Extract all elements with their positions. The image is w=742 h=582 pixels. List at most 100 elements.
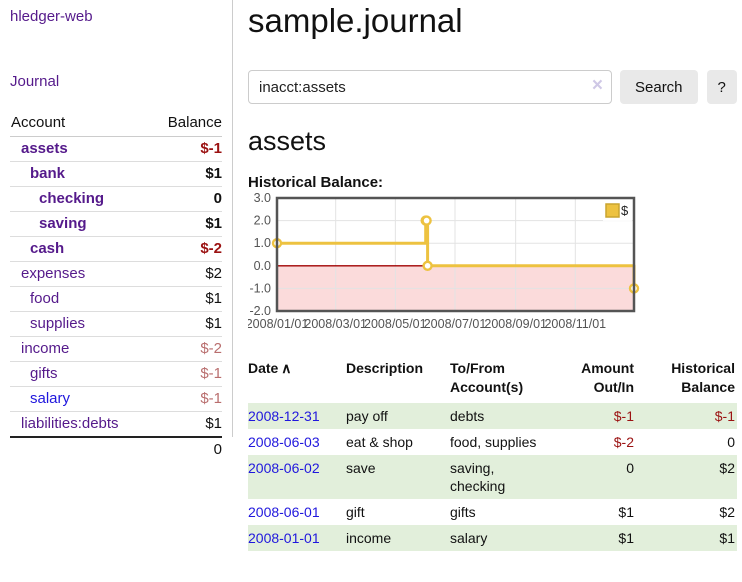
search-form: × Search ? xyxy=(248,70,742,104)
register-table: Date ∧ Description To/From Account(s) Amount… xyxy=(248,357,737,551)
account-link-bank[interactable]: bank xyxy=(30,165,66,182)
account-heading: assets xyxy=(248,126,327,156)
transaction-balance: $-1 xyxy=(714,408,735,424)
account-link-saving[interactable]: saving xyxy=(39,215,87,232)
accounts-header-balance: Balance xyxy=(150,110,222,137)
chart-title: Historical Balance: xyxy=(248,174,384,191)
transaction-balance: $1 xyxy=(719,530,735,546)
transaction-row[interactable]: 2008-06-02 save saving, checking 0 $2 xyxy=(248,455,737,499)
account-row: checking 0 xyxy=(10,186,222,212)
register-header-date[interactable]: Date ∧ xyxy=(248,360,292,376)
transaction-accounts: gifts xyxy=(450,504,476,520)
register-header-historical: Historical Balance xyxy=(671,360,735,395)
transaction-accounts: debts xyxy=(450,408,485,424)
transaction-description: pay off xyxy=(346,408,388,424)
account-row: salary $-1 xyxy=(10,386,222,412)
account-link-liabilities-debts[interactable]: liabilities:debts xyxy=(21,415,119,432)
transaction-amount: $1 xyxy=(618,504,634,520)
data-point-marker xyxy=(421,215,432,226)
legend-label: $ xyxy=(621,203,629,218)
account-row: assets $-1 xyxy=(10,136,222,162)
account-balance: $-2 xyxy=(150,336,222,362)
transaction-row[interactable]: 2008-06-03 eat & shop food, supplies $-2 0 xyxy=(248,429,737,455)
transaction-date-link[interactable]: 2008-06-03 xyxy=(248,434,320,450)
transaction-amount: 0 xyxy=(626,460,634,476)
account-link-checking[interactable]: checking xyxy=(39,190,105,207)
transaction-description: save xyxy=(346,460,376,476)
search-input[interactable] xyxy=(248,70,612,104)
sidebar: hledger-web Journal Account Balance asse… xyxy=(0,0,233,461)
transaction-balance: $2 xyxy=(719,504,735,520)
app-layout: hledger-web Journal Account Balance asse… xyxy=(0,0,742,551)
transaction-row[interactable]: 2008-01-01 income salary $1 $1 xyxy=(248,525,737,551)
sort-ascending-icon: ∧ xyxy=(278,360,291,376)
account-row: expenses $2 xyxy=(10,261,222,287)
y-axis-tick-label: -1.0 xyxy=(249,281,271,295)
account-balance: $2 xyxy=(150,261,222,287)
x-axis-tick-label: 2008/03/01 xyxy=(304,317,367,331)
main-content: sample.journal × Search ? assets Histori… xyxy=(233,0,742,551)
transaction-description: gift xyxy=(346,504,365,520)
account-row: saving $1 xyxy=(10,211,222,237)
search-box: × xyxy=(248,70,612,104)
transaction-row[interactable]: 2008-06-01 gift gifts $1 $2 xyxy=(248,499,737,525)
account-balance: $1 xyxy=(150,411,222,438)
transaction-description: eat & shop xyxy=(346,434,413,450)
sidebar-item-journal[interactable]: Journal xyxy=(10,73,60,90)
y-axis-tick-label: 3.0 xyxy=(254,192,271,205)
transaction-description: income xyxy=(346,530,392,546)
register-header-row: Date ∧ Description To/From Account(s) Amount… xyxy=(248,357,737,403)
account-balance: $-2 xyxy=(150,236,222,262)
register-header-description: Description xyxy=(346,360,424,376)
account-balance: $-1 xyxy=(150,136,222,162)
data-point-marker xyxy=(422,260,433,272)
transaction-amount: $-1 xyxy=(613,408,634,424)
y-axis-tick-label: 0.0 xyxy=(254,259,271,273)
clear-search-icon[interactable]: × xyxy=(591,75,603,96)
transaction-amount: $1 xyxy=(618,530,634,546)
transaction-accounts: food, supplies xyxy=(450,434,537,450)
x-axis-tick-label: 2008/07/01 xyxy=(424,317,487,331)
x-axis-tick-label: 2008/01/01 xyxy=(248,317,308,331)
legend-swatch xyxy=(605,203,620,218)
account-row: liabilities:debts $1 xyxy=(10,411,222,438)
transaction-date-link[interactable]: 2008-12-31 xyxy=(248,408,320,424)
y-axis-tick-label: 2.0 xyxy=(254,214,271,228)
y-axis-tick-label: 1.0 xyxy=(254,236,271,250)
accounts-header-row: Account Balance xyxy=(10,110,222,137)
transaction-accounts: salary xyxy=(450,530,488,546)
transaction-row[interactable]: 2008-12-31 pay off debts $-1 $-1 xyxy=(248,403,737,429)
page-title: sample.journal xyxy=(248,2,463,39)
account-link-supplies[interactable]: supplies xyxy=(30,315,86,332)
search-button[interactable]: Search xyxy=(620,70,698,104)
transaction-balance: 0 xyxy=(727,434,735,450)
account-link-cash[interactable]: cash xyxy=(30,240,65,257)
accounts-total-balance: 0 xyxy=(150,436,222,461)
y-axis-tick-label: -2.0 xyxy=(249,304,271,318)
historical-balance-chart[interactable]: $3.0 2.0 1.0 0.0 -1.0 -2.02008/01/012008/03/0… xyxy=(248,192,742,333)
plot-border xyxy=(275,196,636,313)
account-link-assets[interactable]: assets xyxy=(21,140,68,157)
transaction-date-link[interactable]: 2008-01-01 xyxy=(248,530,320,546)
account-link-gifts[interactable]: gifts xyxy=(30,365,58,382)
account-balance: $1 xyxy=(150,311,222,337)
account-link-salary[interactable]: salary xyxy=(30,390,71,407)
account-link-expenses[interactable]: expenses xyxy=(21,265,86,282)
account-row: income $-2 xyxy=(10,336,222,362)
account-link-food[interactable]: food xyxy=(30,290,60,307)
transaction-balance: $2 xyxy=(719,460,735,476)
help-button[interactable]: ? xyxy=(706,70,737,104)
transaction-amount: $-2 xyxy=(613,434,634,450)
register-header-amount: Amount Out/In xyxy=(581,360,634,395)
accounts-header-account: Account xyxy=(10,110,151,137)
transaction-accounts: saving, checking xyxy=(450,460,506,494)
transaction-date-link[interactable]: 2008-06-01 xyxy=(248,504,320,520)
account-balance: $-1 xyxy=(150,386,222,412)
app-title-link[interactable]: hledger-web xyxy=(10,8,93,25)
x-axis-tick-label: 2008/11/01 xyxy=(544,317,606,331)
account-balance: 0 xyxy=(150,186,222,212)
x-axis-tick-label: 2008/05/01 xyxy=(364,317,427,331)
transaction-date-link[interactable]: 2008-06-02 xyxy=(248,460,320,476)
account-link-income[interactable]: income xyxy=(21,340,70,357)
account-row: supplies $1 xyxy=(10,311,222,337)
